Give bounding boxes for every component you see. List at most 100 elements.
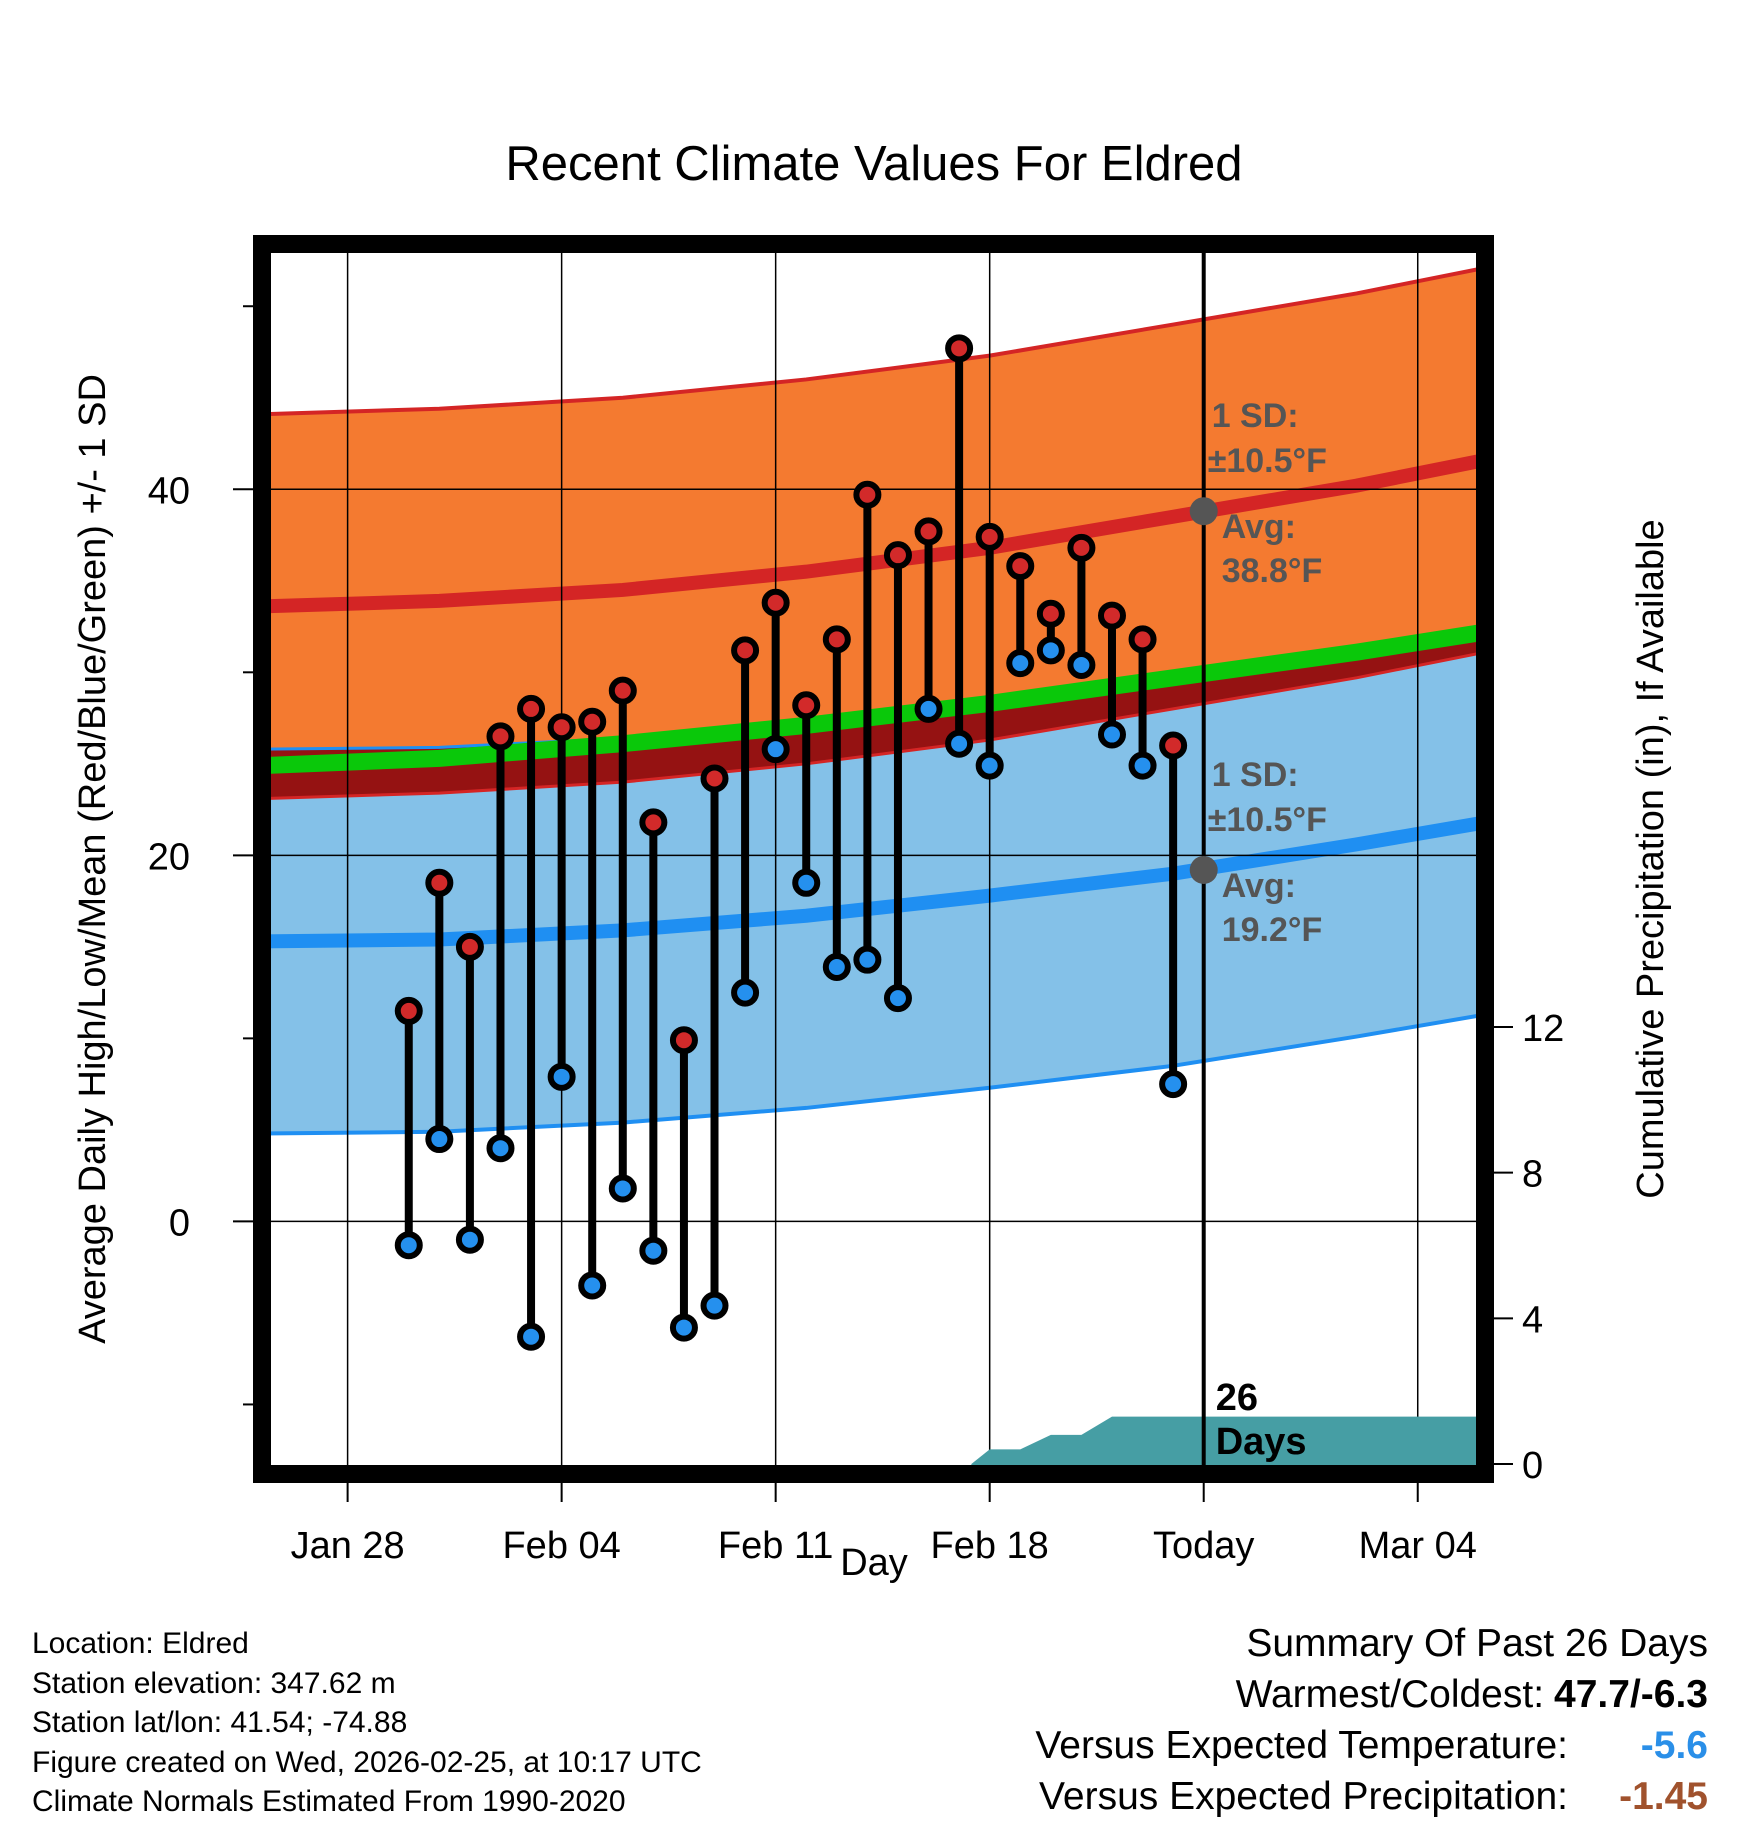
chart-title: Recent Climate Values For Eldred: [505, 137, 1242, 191]
plot-area: 1 SD: ±10.5°F Avg: 38.8°F 1 SD: ±10.5°F Avg: 19…: [262, 244, 1485, 1474]
precip-label: Versus Expected Precipitation:: [1039, 1775, 1568, 1818]
info-latlon: Station lat/lon: 41.54; -74.88: [32, 1706, 408, 1739]
daily-low-point: [1006, 649, 1035, 678]
daily-high-point: [700, 764, 729, 793]
daily-high-point: [822, 625, 851, 654]
daily-low-point: [914, 694, 943, 723]
plot-frame: [253, 235, 1494, 1483]
daily-high-point: [669, 1026, 698, 1055]
low-avg-marker: [1189, 855, 1218, 884]
daily-high-point: [792, 691, 821, 720]
y2-tick-label: 0: [1522, 1445, 1543, 1487]
daily-low-point: [1097, 720, 1126, 749]
climate-chart: Recent Climate Values For Eldred 1 SD: ±1…: [72, 137, 1672, 1584]
daily-low-point: [975, 751, 1004, 780]
temp-value: -5.6: [1640, 1724, 1708, 1767]
x-tick-label: Today: [1153, 1525, 1254, 1567]
high-sd-title: 1 SD:: [1212, 397, 1299, 435]
days-count: 26: [1216, 1377, 1258, 1419]
warmest-value: 47.7/-6.3: [1554, 1673, 1708, 1716]
daily-high-point: [517, 694, 546, 723]
daily-high-point: [1036, 599, 1065, 628]
cumulative-precip-area: [971, 1416, 1485, 1474]
info-normals: Climate Normals Estimated From 1990-2020: [32, 1785, 626, 1818]
daily-low-point: [1128, 751, 1157, 780]
daily-low-point: [883, 984, 912, 1013]
summary-title: Summary Of Past 26 Days: [1246, 1622, 1708, 1665]
daily-low-point: [455, 1225, 484, 1254]
precip-value: -1.45: [1619, 1775, 1708, 1818]
summary-warmest-row: Warmest/Coldest: 47.7/-6.3: [1035, 1669, 1708, 1720]
y-tick-label: 0: [169, 1202, 190, 1244]
daily-high-point: [425, 868, 454, 897]
daily-low-point: [608, 1174, 637, 1203]
x-axis-label: Day: [840, 1542, 908, 1584]
daily-low-point: [669, 1313, 698, 1342]
daily-low-point: [761, 735, 790, 764]
daily-low-point: [547, 1062, 576, 1091]
daily-high-point: [975, 522, 1004, 551]
daily-high-point: [1067, 533, 1096, 562]
y2-axis-label: Cumulative Precipitation (in), If Availa…: [1630, 519, 1672, 1198]
x-tick-label: Feb 11: [718, 1525, 833, 1567]
info-location: Location: Eldred: [32, 1627, 249, 1660]
daily-low-point: [486, 1134, 515, 1163]
daily-high-point: [455, 932, 484, 961]
daily-high-point: [1006, 552, 1035, 581]
daily-low-point: [639, 1236, 668, 1265]
high-avg-marker: [1189, 497, 1218, 526]
y2-tick-label: 4: [1522, 1299, 1543, 1341]
info-elevation: Station elevation: 347.62 m: [32, 1666, 396, 1700]
low-sd-value: ±10.5°F: [1208, 801, 1327, 839]
daily-high-point: [394, 996, 423, 1025]
high-sd-value: ±10.5°F: [1208, 442, 1327, 480]
daily-low-point: [792, 868, 821, 897]
y2-tick-label: 8: [1522, 1154, 1543, 1196]
daily-low-point: [945, 729, 974, 758]
y-axis-label: Average Daily High/Low/Mean (Red/Blue/Gr…: [72, 374, 114, 1344]
x-tick-label: Jan 28: [291, 1525, 405, 1567]
daily-low-point: [1159, 1070, 1188, 1099]
daily-high-point: [914, 517, 943, 546]
daily-low-point: [578, 1271, 607, 1300]
daily-low-point: [731, 978, 760, 1007]
high-upper-sd-line: [262, 265, 1485, 417]
days-word: Days: [1216, 1421, 1307, 1463]
daily-high-point: [945, 334, 974, 363]
daily-high-point: [608, 676, 637, 705]
daily-high-point: [883, 541, 912, 570]
daily-high-point: [547, 713, 576, 742]
y2-tick-label: 12: [1522, 1008, 1564, 1050]
daily-high-point: [1097, 601, 1126, 630]
daily-high-point: [639, 808, 668, 837]
daily-high-point: [853, 480, 882, 509]
daily-high-point: [761, 588, 790, 617]
info-created: Figure created on Wed, 2026-02-25, at 10…: [32, 1745, 702, 1779]
high-sd-band: [262, 267, 1485, 799]
daily-high-point: [486, 722, 515, 751]
axes: Jan 28 Feb 04 Feb 11 Feb 18 Today Mar 0402040…: [148, 305, 1564, 1567]
summary-panel: Summary Of Past 26 Days Warmest/Coldest:…: [1035, 1618, 1708, 1822]
daily-low-point: [1036, 636, 1065, 665]
x-tick-label: Feb 04: [502, 1525, 620, 1567]
daily-high-point: [731, 636, 760, 665]
daily-high-point: [1159, 731, 1188, 760]
daily-low-point: [822, 952, 851, 981]
daily-low-point: [425, 1125, 454, 1154]
low-avg-value: 19.2°F: [1222, 911, 1323, 949]
temp-label: Versus Expected Temperature:: [1035, 1724, 1568, 1767]
warmest-label: Warmest/Coldest:: [1235, 1673, 1545, 1716]
station-info: Location: Eldred Station elevation: 347.…: [32, 1624, 702, 1822]
daily-high-point: [578, 707, 607, 736]
high-avg-title: Avg:: [1222, 508, 1296, 546]
daily-low-point: [1067, 650, 1096, 679]
low-avg-title: Avg:: [1222, 867, 1296, 905]
daily-low-point: [700, 1291, 729, 1320]
low-sd-title: 1 SD:: [1212, 756, 1299, 794]
high-avg-value: 38.8°F: [1222, 552, 1323, 590]
daily-high-point: [1128, 625, 1157, 654]
summary-temp-row: Versus Expected Temperature: -5.6: [1035, 1720, 1708, 1771]
y-tick-label: 40: [148, 470, 190, 512]
daily-low-point: [853, 945, 882, 974]
daily-low-point: [517, 1322, 546, 1351]
